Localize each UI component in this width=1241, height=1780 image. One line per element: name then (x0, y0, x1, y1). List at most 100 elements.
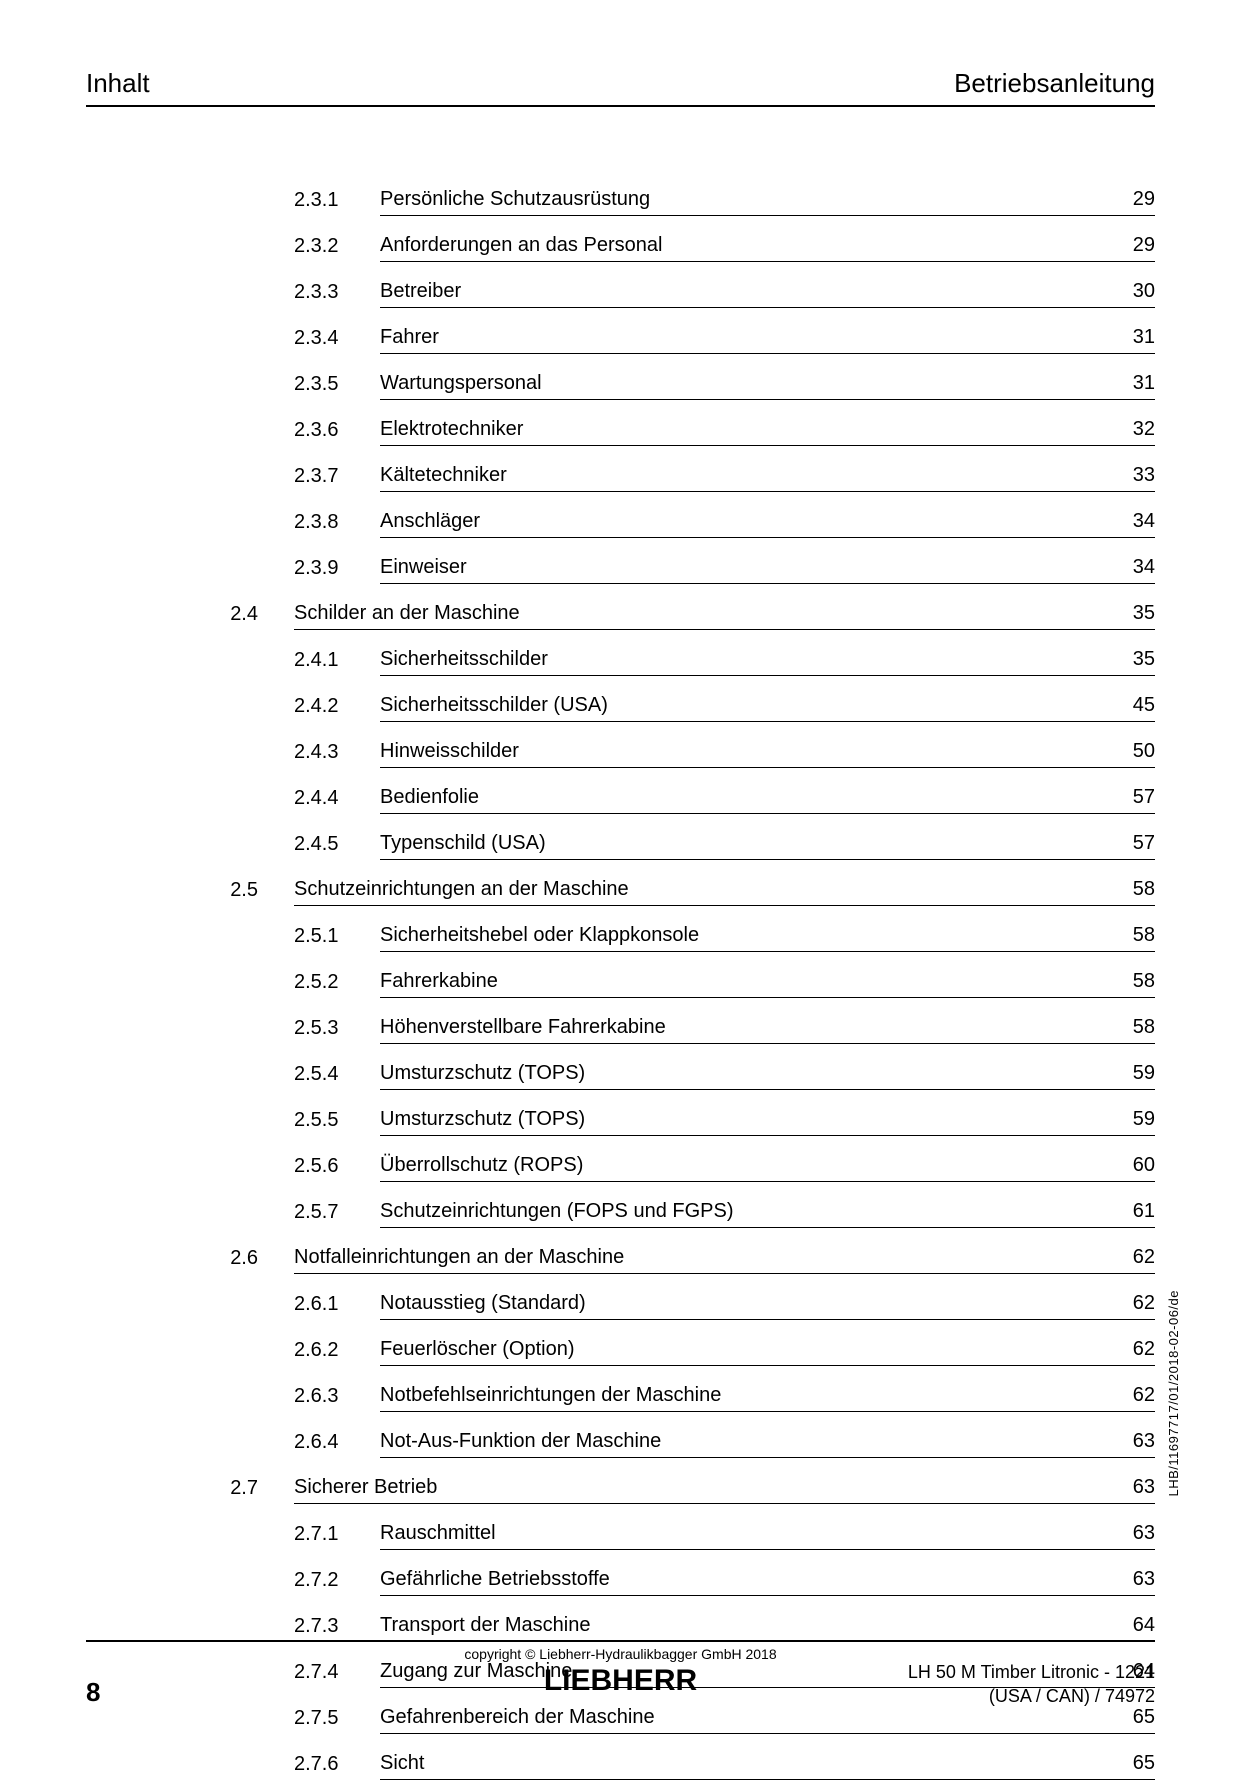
toc-subsection-title: Typenschild (USA) (380, 832, 1095, 859)
toc-entry-line: Notfalleinrichtungen an der Maschine62 (294, 1228, 1155, 1274)
toc-entry-line: Notbefehlseinrichtungen der Maschine62 (380, 1366, 1155, 1412)
toc-indent-spacer (86, 1408, 294, 1412)
footer-model-line2: (USA / CAN) / 74972 (908, 1684, 1155, 1708)
toc-subsection-number: 2.5.7 (294, 1201, 380, 1228)
toc-subsection-title: Anforderungen an das Personal (380, 234, 1095, 261)
toc-indent-spacer (86, 1454, 294, 1458)
toc-row: 2.4.2Sicherheitsschilder (USA)45 (86, 676, 1155, 722)
toc-page-number: 60 (1095, 1154, 1155, 1181)
toc-indent-spacer (86, 994, 294, 998)
toc-entry-line: Betreiber30 (380, 262, 1155, 308)
toc-page-number: 63 (1095, 1476, 1155, 1503)
toc-entry-line: Transport der Maschine64 (380, 1596, 1155, 1642)
toc-entry-line: Umsturzschutz (TOPS)59 (380, 1090, 1155, 1136)
toc-page-number: 57 (1095, 786, 1155, 813)
footer-model-line1: LH 50 M Timber Litronic - 1221 (908, 1660, 1155, 1684)
toc-subsection-title: Notbefehlseinrichtungen der Maschine (380, 1384, 1095, 1411)
toc-page-number: 64 (1095, 1614, 1155, 1641)
toc-indent-spacer (86, 810, 294, 814)
toc-subsection-number: 2.6.1 (294, 1293, 380, 1320)
toc-subsection-title: Not-Aus-Funktion der Maschine (380, 1430, 1095, 1457)
toc-page-number: 58 (1095, 924, 1155, 951)
toc-indent-spacer (86, 856, 294, 860)
toc-page-number: 62 (1095, 1292, 1155, 1319)
toc-entry-line: Umsturzschutz (TOPS)59 (380, 1044, 1155, 1090)
footer-model-info: LH 50 M Timber Litronic - 1221 (USA / CA… (908, 1660, 1155, 1709)
toc-subsection-title: Sicht (380, 1752, 1095, 1779)
toc-subsection-title: Feuerlöscher (Option) (380, 1338, 1095, 1365)
toc-subsection-title: Überrollschutz (ROPS) (380, 1154, 1095, 1181)
toc-entry-line: Sicherheitshebel oder Klappkonsole58 (380, 906, 1155, 952)
toc-subsection-number: 2.3.4 (294, 327, 380, 354)
toc-subsection-number: 2.5.3 (294, 1017, 380, 1044)
toc-entry-line: Sicht65 (380, 1734, 1155, 1780)
toc-entry-line: Fahrerkabine58 (380, 952, 1155, 998)
toc-row: 2.5.2Fahrerkabine58 (86, 952, 1155, 998)
toc-subsection-title: Schutzeinrichtungen (FOPS und FGPS) (380, 1200, 1095, 1227)
toc-page-number: 58 (1095, 878, 1155, 905)
toc-page-number: 62 (1095, 1246, 1155, 1273)
toc-subsection-number: 2.3.6 (294, 419, 380, 446)
toc-subsection-title: Notausstieg (Standard) (380, 1292, 1095, 1319)
toc-indent-spacer (86, 534, 294, 538)
toc-subsection-number: 2.3.2 (294, 235, 380, 262)
toc-indent-spacer (86, 488, 294, 492)
toc-entry-line: Schutzeinrichtungen an der Maschine58 (294, 860, 1155, 906)
toc-indent-spacer (86, 1224, 294, 1228)
toc-row: 2.5.1Sicherheitshebel oder Klappkonsole5… (86, 906, 1155, 952)
toc-row: 2.5.7Schutzeinrichtungen (FOPS und FGPS)… (86, 1182, 1155, 1228)
toc-entry-line: Typenschild (USA)57 (380, 814, 1155, 860)
toc-indent-spacer (86, 350, 294, 354)
toc-row: 2.3.8Anschläger34 (86, 492, 1155, 538)
toc-subsection-number: 2.7.2 (294, 1569, 380, 1596)
toc-subsection-title: Sicherheitsschilder (USA) (380, 694, 1095, 721)
toc-subsection-number: 2.6.2 (294, 1339, 380, 1366)
toc-row: 2.5.6Überrollschutz (ROPS)60 (86, 1136, 1155, 1182)
page-footer: 8 copyright © Liebherr-Hydraulikbagger G… (86, 1642, 1155, 1714)
toc-subsection-number: 2.5.2 (294, 971, 380, 998)
toc-page-number: 63 (1095, 1430, 1155, 1457)
toc-page-number: 34 (1095, 510, 1155, 537)
toc-subsection-number: 2.3.7 (294, 465, 380, 492)
toc-row: 2.3.3Betreiber30 (86, 262, 1155, 308)
toc-subsection-title: Elektrotechniker (380, 418, 1095, 445)
toc-indent-spacer (86, 1730, 294, 1734)
toc-subsection-number: 2.7.1 (294, 1523, 380, 1550)
toc-row: 2.5Schutzeinrichtungen an der Maschine58 (86, 860, 1155, 906)
toc-entry-line: Schilder an der Maschine35 (294, 584, 1155, 630)
toc-subsection-number: 2.6.4 (294, 1431, 380, 1458)
toc-page-number: 32 (1095, 418, 1155, 445)
toc-indent-spacer (86, 580, 294, 584)
toc-indent-spacer (86, 212, 294, 216)
toc-subsection-number: 2.5.1 (294, 925, 380, 952)
toc-page-number: 34 (1095, 556, 1155, 583)
toc-entry-line: Einweiser34 (380, 538, 1155, 584)
toc-subsection-title: Umsturzschutz (TOPS) (380, 1108, 1095, 1135)
toc-row: 2.4.1Sicherheitsschilder35 (86, 630, 1155, 676)
toc-entry-line: Hinweisschilder50 (380, 722, 1155, 768)
toc-page-number: 30 (1095, 280, 1155, 307)
toc-subsection-title: Wartungspersonal (380, 372, 1095, 399)
toc-row: 2.4.5Typenschild (USA)57 (86, 814, 1155, 860)
toc-indent-spacer (86, 718, 294, 722)
toc-subsection-title: Persönliche Schutzausrüstung (380, 188, 1095, 215)
toc-subsection-number: 2.4.3 (294, 741, 380, 768)
toc-indent-spacer (86, 258, 294, 262)
toc-page-number: 62 (1095, 1384, 1155, 1411)
toc-page-number: 62 (1095, 1338, 1155, 1365)
toc-entry-line: Anschläger34 (380, 492, 1155, 538)
toc-subsection-title: Gefährliche Betriebsstoffe (380, 1568, 1095, 1595)
toc-row: 2.4Schilder an der Maschine35 (86, 584, 1155, 630)
toc-subsection-number: 2.6.3 (294, 1385, 380, 1412)
toc-indent-spacer (86, 1592, 294, 1596)
toc-section-number: 2.5 (86, 879, 294, 906)
toc-entry-line: Fahrer31 (380, 308, 1155, 354)
toc-entry-line: Sicherheitsschilder (USA)45 (380, 676, 1155, 722)
toc-section-title: Schutzeinrichtungen an der Maschine (294, 878, 1095, 905)
toc-row: 2.7.2Gefährliche Betriebsstoffe63 (86, 1550, 1155, 1596)
toc-subsection-title: Höhenverstellbare Fahrerkabine (380, 1016, 1095, 1043)
toc-entry-line: Bedienfolie57 (380, 768, 1155, 814)
toc-subsection-number: 2.7.3 (294, 1615, 380, 1642)
toc-section-title: Notfalleinrichtungen an der Maschine (294, 1246, 1095, 1273)
toc-page-number: 58 (1095, 970, 1155, 997)
